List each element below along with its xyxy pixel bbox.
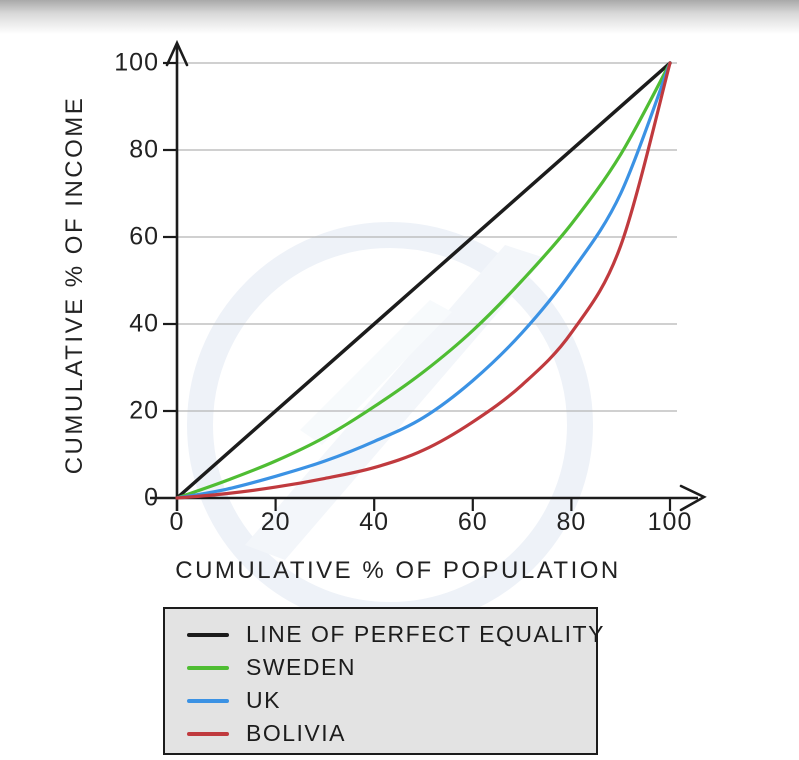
legend-item-label: UK — [246, 687, 281, 713]
series-curve-sweden — [175, 61, 672, 500]
legend-item-bolivia: BOLIVIA — [165, 717, 596, 750]
legend-item-label: SWEDEN — [246, 654, 356, 680]
series-curve-uk — [175, 61, 672, 500]
legend-item-label: BOLIVIA — [246, 720, 346, 746]
legend-line-swatch — [187, 632, 229, 637]
y-axis-arrowhead — [165, 39, 189, 67]
watermark-bolt-2 — [300, 300, 452, 445]
legend-line-swatch — [187, 665, 229, 670]
legend-item-line-of-perfect-equality: LINE OF PERFECT EQUALITY — [165, 618, 603, 651]
legend: LINE OF PERFECT EQUALITY SWEDEN UK BOLIVIA — [163, 607, 603, 755]
lorenz-chart — [150, 39, 707, 512]
legend-line-swatch — [187, 731, 229, 736]
legend-item-uk: UK — [165, 684, 596, 717]
series-curve-bolivia — [175, 61, 672, 500]
legend-line-swatch — [187, 698, 229, 703]
top-gradient-bar — [0, 0, 799, 34]
legend-item-sweden: SWEDEN — [165, 651, 596, 684]
series-curve-line-of-perfect-equality — [175, 61, 672, 500]
legend-item-label: LINE OF PERFECT EQUALITY — [246, 621, 605, 647]
x-axis-arrowhead — [679, 484, 707, 512]
